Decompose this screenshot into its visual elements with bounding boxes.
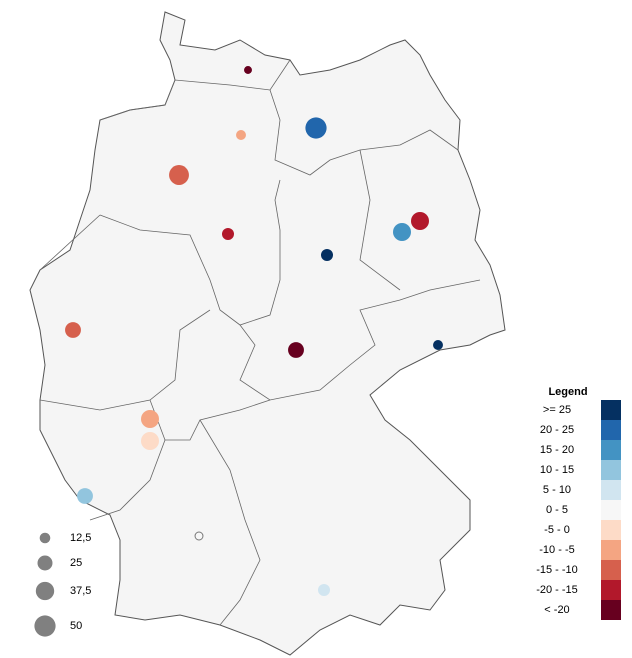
size-legend-label: 37,5 — [70, 585, 91, 597]
legend-swatch — [601, 540, 621, 560]
city-bubble — [305, 117, 327, 139]
city-bubble — [433, 340, 443, 350]
city-bubble — [65, 322, 81, 338]
legend-swatch — [601, 400, 621, 420]
size-legend-label: 12,5 — [70, 532, 91, 544]
legend-swatch — [601, 480, 621, 500]
legend-label: >= 25 — [543, 404, 571, 416]
size-legend-circle — [39, 532, 51, 544]
legend-swatch — [601, 560, 621, 580]
legend-label: 20 - 25 — [540, 424, 574, 436]
legend-label: 15 - 20 — [540, 444, 574, 456]
legend-label: 0 - 5 — [546, 504, 568, 516]
city-bubble — [236, 130, 246, 140]
legend-label: 5 - 10 — [543, 484, 571, 496]
size-legend-label: 25 — [70, 557, 82, 569]
legend-title: Legend — [548, 386, 587, 398]
city-bubble — [244, 66, 252, 74]
city-bubble — [318, 584, 330, 596]
legend-swatch — [601, 440, 621, 460]
size-legend-circle — [34, 615, 56, 637]
legend-swatch — [601, 520, 621, 540]
city-bubble — [141, 432, 159, 450]
legend-label: 10 - 15 — [540, 464, 574, 476]
legend-swatch — [601, 580, 621, 600]
state-borders — [39, 59, 481, 626]
size-legend-circle — [35, 581, 55, 601]
city-bubble — [194, 531, 204, 541]
legend-swatch — [601, 420, 621, 440]
city-bubble — [411, 212, 429, 230]
city-bubble — [393, 223, 411, 241]
legend-label: < -20 — [544, 604, 569, 616]
legend-swatch — [601, 500, 621, 520]
legend-swatch — [601, 460, 621, 480]
city-bubble — [321, 249, 333, 261]
legend-label: -10 - -5 — [539, 544, 574, 556]
city-bubble — [222, 228, 234, 240]
country-outline — [29, 11, 506, 656]
city-bubble — [169, 165, 189, 185]
legend-label: -15 - -10 — [536, 564, 578, 576]
city-bubble — [288, 342, 304, 358]
size-legend-circle — [37, 555, 53, 571]
legend-swatch — [601, 600, 621, 620]
city-bubble — [77, 488, 93, 504]
size-legend-label: 50 — [70, 620, 82, 632]
legend-label: -20 - -15 — [536, 584, 578, 596]
legend-label: -5 - 0 — [544, 524, 570, 536]
city-bubble — [141, 410, 159, 428]
